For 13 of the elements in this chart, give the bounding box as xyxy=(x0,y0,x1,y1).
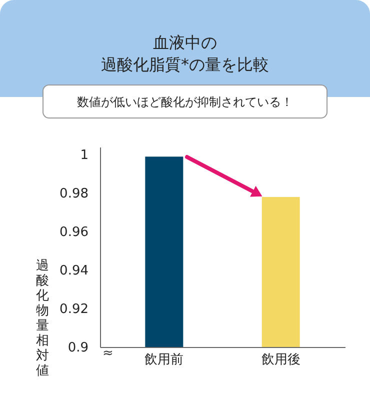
y-axis-title: 過酸化物量相対値 xyxy=(36,258,49,378)
annotation: ≈ xyxy=(102,346,114,361)
y-tick-label: 0.9 xyxy=(68,340,88,356)
text: 数値が低いほど酸化が抑制されている！ xyxy=(77,95,293,109)
x-tick-label: 飲用前 xyxy=(144,352,184,368)
y-tick-label: 0.96 xyxy=(60,225,88,240)
chart-title: 血液中の xyxy=(153,33,217,52)
chart-subtitle: 過酸化脂質*の量を比較 xyxy=(101,55,269,74)
x-tick-label: 飲用後 xyxy=(261,352,300,368)
y-tick-label: 0.98 xyxy=(60,186,88,202)
y-tick-label: 0.92 xyxy=(60,302,88,318)
y-tick-label: 1 xyxy=(80,148,88,164)
y-tick-label: 0.94 xyxy=(60,264,88,279)
